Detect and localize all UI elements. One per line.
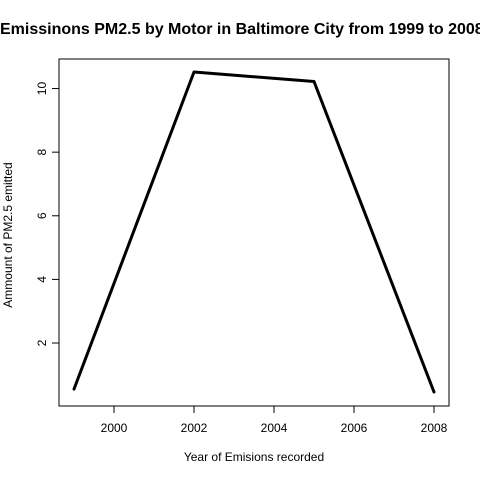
y-tick-label: 4 bbox=[35, 276, 49, 283]
x-tick-label: 2008 bbox=[421, 421, 448, 435]
x-tick-label: 2004 bbox=[261, 421, 288, 435]
x-tick-label: 2002 bbox=[181, 421, 208, 435]
y-axis: 2 4 6 8 10 bbox=[35, 82, 60, 346]
x-tick-label: 2006 bbox=[341, 421, 368, 435]
y-tick-label: 10 bbox=[35, 82, 49, 96]
series-line bbox=[72, 70, 436, 394]
y-tick-label: 8 bbox=[35, 149, 49, 156]
y-tick-label: 6 bbox=[35, 212, 49, 219]
x-axis: 2000 2002 2004 2006 2008 bbox=[101, 405, 448, 435]
plot-box bbox=[58, 58, 450, 407]
series-layer bbox=[72, 70, 436, 394]
x-axis-label: Year of Emisions recorded bbox=[183, 450, 325, 464]
chart-title: Emissinons PM2.5 by Motor in Baltimore C… bbox=[0, 21, 480, 38]
y-tick-label: 2 bbox=[35, 339, 49, 346]
x-tick-label: 2000 bbox=[101, 421, 128, 435]
y-axis-label-text: Ammount of PM2.5 emitted bbox=[1, 162, 15, 308]
y-axis-label: Ammount of PM2.5 emitted bbox=[0, 162, 18, 307]
